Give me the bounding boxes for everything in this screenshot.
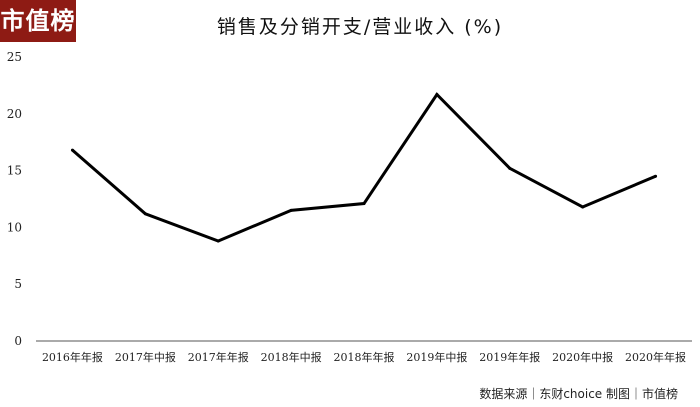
x-tick-label: 2016年年报 bbox=[42, 350, 103, 364]
x-tick-label: 2018年中报 bbox=[261, 350, 322, 364]
y-tick-label: 0 bbox=[14, 334, 22, 348]
brand-logo: 市值榜 bbox=[0, 0, 76, 42]
data-point bbox=[289, 208, 293, 212]
y-tick-label: 10 bbox=[7, 220, 22, 234]
data-point bbox=[654, 174, 658, 178]
x-tick-label: 2017年年报 bbox=[188, 350, 249, 364]
x-tick-label: 2018年年报 bbox=[334, 350, 395, 364]
data-point bbox=[70, 148, 74, 152]
x-tick-label: 2017年中报 bbox=[115, 350, 176, 364]
y-tick-label: 5 bbox=[14, 277, 22, 291]
chart-title: 销售及分销开支/营业收入 (%) bbox=[216, 16, 504, 38]
x-tick-label: 2020年中报 bbox=[552, 350, 613, 364]
data-point bbox=[435, 92, 439, 96]
x-tick-label: 2019年中报 bbox=[406, 350, 467, 364]
x-tick-label: 2020年年报 bbox=[625, 350, 686, 364]
data-point bbox=[216, 239, 220, 243]
x-axis-ticks: 2016年年报 2017年中报 2017年年报 2018年中报 2018年年报 2019年… bbox=[42, 350, 686, 364]
y-axis-ticks: 0 5 10 15 20 25 bbox=[7, 50, 22, 348]
data-point bbox=[508, 166, 512, 170]
y-tick-label: 25 bbox=[7, 50, 22, 64]
data-point bbox=[581, 205, 585, 209]
x-tick-label: 2019年年报 bbox=[479, 350, 540, 364]
series-line bbox=[71, 92, 657, 243]
data-points bbox=[70, 92, 658, 243]
y-tick-label: 20 bbox=[7, 107, 22, 121]
data-point bbox=[143, 212, 147, 216]
y-tick-label: 15 bbox=[7, 164, 22, 178]
data-point bbox=[362, 202, 366, 206]
source-note: 数据来源｜东财choice 制图｜市值榜 bbox=[479, 387, 678, 401]
